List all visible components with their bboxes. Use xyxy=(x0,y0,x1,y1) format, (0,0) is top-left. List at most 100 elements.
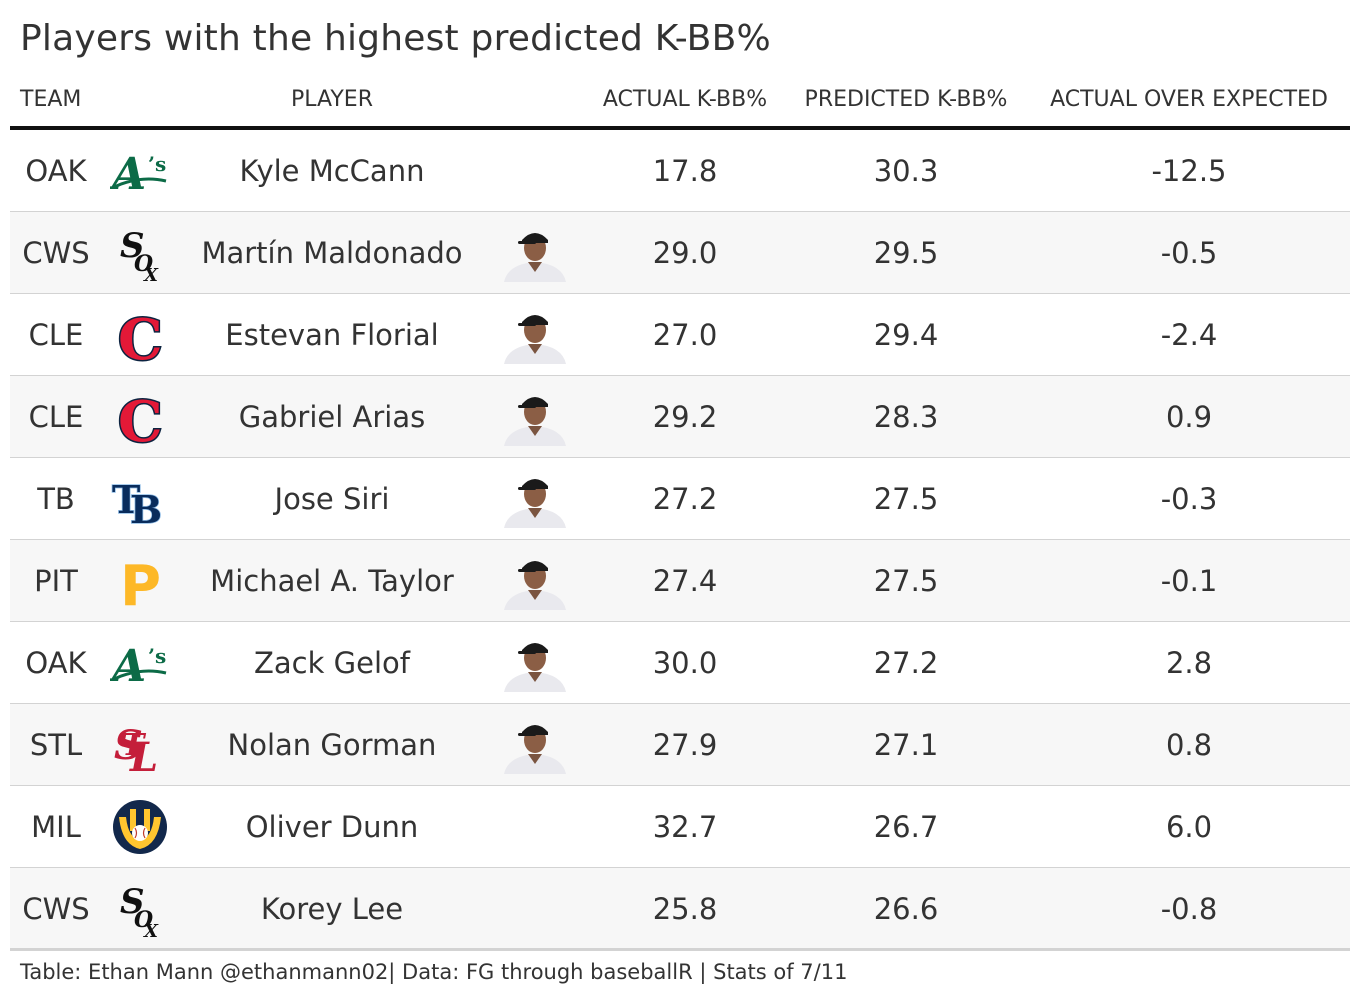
actual-k-bb-value: 27.4 xyxy=(652,564,718,598)
source-caption: Table: Ethan Mann @ethanmann02| Data: FG… xyxy=(20,960,848,984)
player-name: Jose Siri xyxy=(274,482,390,516)
player-name: Nolan Gorman xyxy=(227,728,437,762)
actual-over-expected-value: 2.8 xyxy=(1165,646,1213,680)
predicted-k-bb-value: 27.5 xyxy=(873,564,939,598)
predicted-k-bb-value: 29.5 xyxy=(873,236,939,270)
column-header-actual-over-expected: ACTUAL OVER EXPECTED xyxy=(1050,87,1328,112)
player-name: Michael A. Taylor xyxy=(210,564,454,598)
predicted-k-bb-value: 30.3 xyxy=(873,154,939,188)
svg-text:’s: ’s xyxy=(148,644,166,668)
predicted-k-bb-value: 27.5 xyxy=(873,482,939,516)
team-abbreviation: CWS xyxy=(22,236,90,270)
actual-k-bb-value: 25.8 xyxy=(652,892,718,926)
predicted-k-bb-value: 28.3 xyxy=(873,400,939,434)
actual-over-expected-value: 0.9 xyxy=(1165,400,1213,434)
svg-text:A: A xyxy=(110,149,146,200)
athletics-logo: A’s xyxy=(110,141,170,201)
actual-k-bb-value: 30.0 xyxy=(652,646,718,680)
team-abbreviation: CWS xyxy=(22,892,90,926)
actual-over-expected-value: 6.0 xyxy=(1165,810,1213,844)
actual-k-bb-value: 32.7 xyxy=(652,810,718,844)
row-divider xyxy=(10,785,1350,786)
player-headshot xyxy=(502,306,568,364)
table-row: CLE C Estevan Florial 27.0 29.4 -2.4 xyxy=(10,294,1350,376)
svg-text:C: C xyxy=(118,307,163,365)
svg-text:T: T xyxy=(112,477,140,522)
athletics-logo: A’s xyxy=(110,633,170,693)
table-row: CWS S O X Korey Lee 25.8 26.6 -0.8 xyxy=(10,868,1350,950)
predicted-k-bb-value: 27.2 xyxy=(873,646,939,680)
team-abbreviation: MIL xyxy=(31,810,81,844)
player-name: Zack Gelof xyxy=(254,646,410,680)
actual-over-expected-value: -12.5 xyxy=(1151,154,1227,188)
actual-k-bb-value: 27.2 xyxy=(652,482,718,516)
column-header-predicted: PREDICTED K-BB% xyxy=(804,87,1008,112)
svg-text:X: X xyxy=(143,921,159,939)
table-bottom-rule xyxy=(10,948,1350,951)
player-name: Oliver Dunn xyxy=(245,810,419,844)
table-row: CLE C Gabriel Arias 29.2 28.3 0.9 xyxy=(10,376,1350,458)
actual-over-expected-value: -0.8 xyxy=(1160,892,1218,926)
player-headshot xyxy=(502,552,568,610)
table-row: STL S L T Nolan Gorman 27.9 27.1 0.8 xyxy=(10,704,1350,786)
table-row: MIL Oliver Dunn 32.7 26.7 6.0 xyxy=(10,786,1350,868)
player-headshot xyxy=(502,224,568,282)
table-row: TB T B Jose Siri 27.2 27.5 -0.3 xyxy=(10,458,1350,540)
row-divider xyxy=(10,293,1350,294)
brewers-logo xyxy=(110,797,170,857)
svg-text:’s: ’s xyxy=(148,152,166,176)
predicted-k-bb-value: 27.1 xyxy=(873,728,939,762)
actual-over-expected-value: -0.5 xyxy=(1160,236,1218,270)
svg-text:O: O xyxy=(134,907,153,933)
player-headshot xyxy=(502,470,568,528)
svg-text:O: O xyxy=(134,251,153,277)
player-name: Kyle McCann xyxy=(239,154,425,188)
actual-over-expected-value: -0.3 xyxy=(1160,482,1218,516)
actual-over-expected-value: 0.8 xyxy=(1165,728,1213,762)
actual-k-bb-value: 29.2 xyxy=(652,400,718,434)
column-header-team: TEAM xyxy=(20,87,82,112)
row-divider xyxy=(10,375,1350,376)
player-name: Gabriel Arias xyxy=(238,400,426,434)
player-headshot xyxy=(502,716,568,774)
svg-text:B: B xyxy=(130,487,162,529)
column-header-player: PLAYER xyxy=(291,87,373,112)
row-divider xyxy=(10,703,1350,704)
team-abbreviation: OAK xyxy=(25,154,87,188)
svg-text:T: T xyxy=(122,728,147,763)
pirates-logo: P xyxy=(110,551,170,611)
guardians-logo: C xyxy=(110,387,170,448)
row-divider xyxy=(10,539,1350,540)
actual-k-bb-value: 27.0 xyxy=(652,318,718,352)
player-name: Korey Lee xyxy=(260,892,404,926)
svg-text:A: A xyxy=(110,641,146,692)
guardians-logo: C xyxy=(110,305,170,366)
team-abbreviation: CLE xyxy=(28,318,84,352)
table-row: CWS S O X Martín Maldonado 29.0 29.5 -0.5 xyxy=(10,212,1350,294)
table-row: OAK A’s Kyle McCann 17.8 30.3 -12.5 xyxy=(10,130,1350,212)
header-rule xyxy=(10,126,1350,130)
chart-title: Players with the highest predicted K-BB% xyxy=(20,18,771,59)
player-headshot xyxy=(502,634,568,692)
svg-text:L: L xyxy=(129,734,158,775)
table-row: OAK A’s Zack Gelof 30.0 27.2 2.8 xyxy=(10,622,1350,704)
team-abbreviation: OAK xyxy=(25,646,87,680)
svg-text:S: S xyxy=(120,882,145,922)
player-headshot xyxy=(502,388,568,446)
actual-over-expected-value: -0.1 xyxy=(1160,564,1218,598)
svg-text:S: S xyxy=(114,722,143,769)
row-divider xyxy=(10,621,1350,622)
table-row: PIT P Michael A. Taylor 27.4 27.5 -0.1 xyxy=(10,540,1350,622)
predicted-k-bb-value: 29.4 xyxy=(873,318,939,352)
actual-k-bb-value: 27.9 xyxy=(652,728,718,762)
row-divider xyxy=(10,457,1350,458)
team-abbreviation: CLE xyxy=(28,400,84,434)
actual-k-bb-value: 17.8 xyxy=(652,154,718,188)
player-name: Estevan Florial xyxy=(225,318,439,352)
svg-text:S: S xyxy=(120,226,145,266)
row-divider xyxy=(10,867,1350,868)
svg-text:X: X xyxy=(143,265,159,283)
